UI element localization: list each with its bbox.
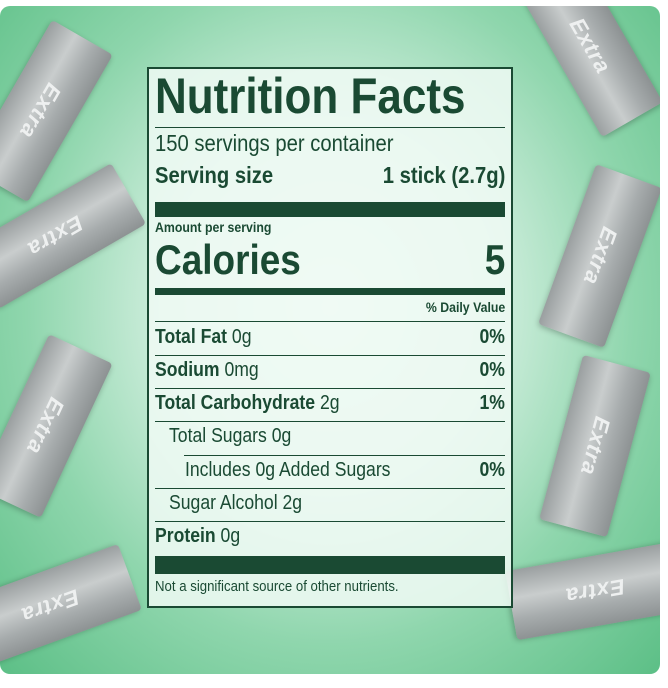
divider	[155, 355, 505, 356]
amount-per-serving: Amount per serving	[155, 219, 272, 235]
divider	[155, 521, 505, 522]
divider	[155, 321, 505, 322]
divider	[155, 388, 505, 389]
footnote: Not a significant source of other nutrie…	[155, 578, 399, 595]
thick-divider	[155, 202, 505, 217]
thick-divider	[155, 556, 505, 574]
gum-stick-image: Extra	[505, 541, 660, 641]
servings-per-container: 150 servings per container	[155, 130, 394, 156]
divider	[155, 488, 505, 489]
serving-size-label: Serving size	[155, 162, 274, 188]
divider	[155, 421, 505, 422]
nutrient-row-total-carbohydrate: Total Carbohydrate 2g 1%	[155, 392, 505, 414]
nutrition-facts-label: Nutrition Facts 150 servings per contain…	[147, 67, 513, 608]
calories-label: Calories	[155, 236, 301, 283]
nutrient-row-added-sugars: Includes 0g Added Sugars 0%	[185, 459, 505, 481]
divider	[184, 455, 505, 456]
serving-size-value: 1 stick (2.7g)	[382, 162, 505, 188]
nutrient-row-sodium: Sodium 0mg 0%	[155, 359, 505, 381]
gum-stick-image: Extra	[538, 164, 660, 348]
nutrient-row-total-fat: Total Fat 0g 0%	[155, 326, 505, 348]
label-title: Nutrition Facts	[155, 68, 466, 124]
gum-stick-image: Extra	[539, 354, 651, 538]
nutrient-row-sugar-alcohol: Sugar Alcohol 2g	[169, 492, 303, 514]
daily-value-header: % Daily Value	[425, 299, 505, 315]
nutrient-row-protein: Protein 0g	[155, 525, 241, 547]
calories-value: 5	[484, 236, 505, 283]
gum-stick-image: Extra	[517, 6, 660, 138]
gum-stick-image: Extra	[0, 544, 142, 668]
medium-divider	[155, 288, 505, 295]
nutrient-row-total-sugars: Total Sugars 0g	[169, 425, 292, 447]
gum-stick-image: Extra	[0, 334, 113, 518]
divider	[155, 127, 505, 128]
